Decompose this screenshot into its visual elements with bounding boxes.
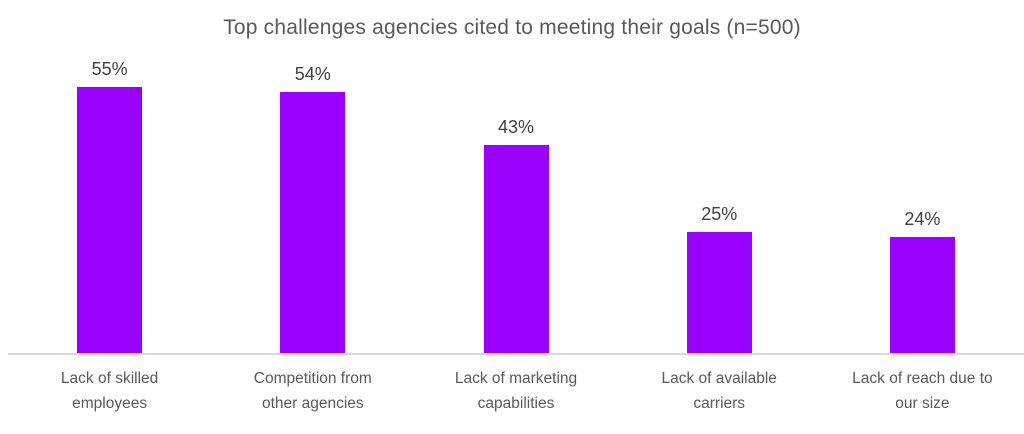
bar: [280, 92, 346, 353]
bar-group: 55%: [8, 48, 211, 353]
bar-value-label: 54%: [294, 64, 331, 84]
bar: [483, 145, 549, 353]
bar-group: 24%: [821, 48, 1024, 353]
bar-group: 25%: [618, 48, 821, 353]
bar: [686, 232, 752, 353]
category-label: Competition from other agencies: [253, 370, 372, 412]
bar-value-label: 43%: [497, 117, 535, 137]
bar-value-label: 24%: [904, 209, 941, 229]
x-axis-labels: Lack of skilled employees Competition fr…: [8, 355, 1024, 416]
bar: [77, 87, 143, 353]
category-label: Lack of reach due to our size: [852, 370, 993, 412]
plot-area: 55% 54% 43% 25% 24%: [8, 48, 1024, 355]
category-label: Lack of marketing capabilities: [454, 370, 578, 412]
category-label: Lack of skilled employees: [60, 370, 159, 412]
bar-group: 43%: [414, 48, 617, 353]
bar-group: 54%: [211, 48, 414, 353]
bar-value-label: 25%: [701, 204, 738, 224]
category-label: Lack of available carriers: [661, 370, 777, 412]
chart-title: Top challenges agencies cited to meeting…: [223, 16, 801, 39]
bar: [889, 237, 955, 353]
bar-value-label: 55%: [91, 59, 128, 79]
